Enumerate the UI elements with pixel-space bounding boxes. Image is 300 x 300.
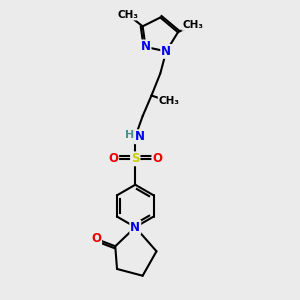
Text: O: O <box>152 152 162 165</box>
Text: O: O <box>108 152 118 165</box>
Text: S: S <box>131 152 140 165</box>
Text: CH₃: CH₃ <box>117 10 138 20</box>
Text: N: N <box>130 220 140 234</box>
Text: H: H <box>125 130 135 140</box>
Text: O: O <box>91 232 101 245</box>
Text: CH₃: CH₃ <box>182 20 203 30</box>
Text: N: N <box>135 130 145 143</box>
Text: N: N <box>161 45 171 58</box>
Text: N: N <box>141 40 151 53</box>
Text: CH₃: CH₃ <box>159 96 180 106</box>
